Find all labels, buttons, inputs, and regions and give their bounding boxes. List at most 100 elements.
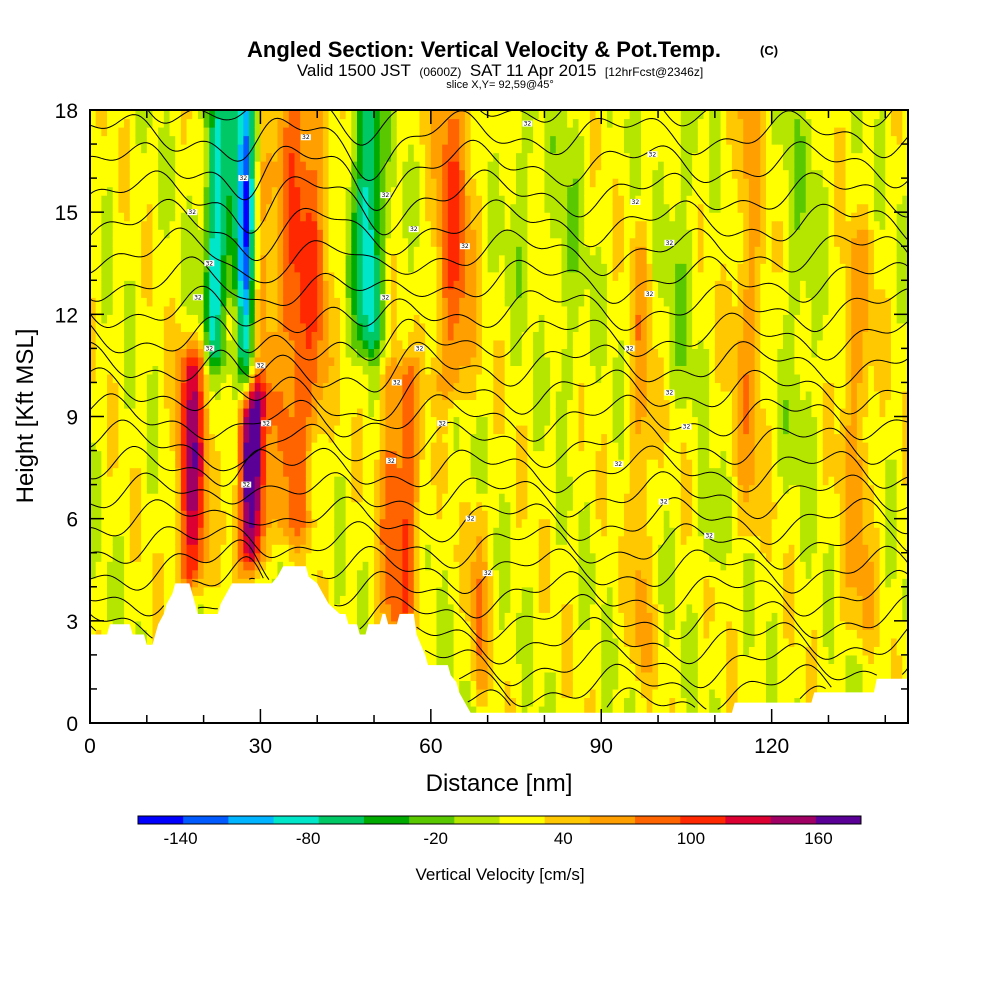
velocity-cell	[470, 544, 477, 554]
velocity-cell	[345, 578, 352, 588]
velocity-cell	[249, 365, 256, 375]
velocity-cell	[362, 254, 369, 264]
velocity-cell	[152, 561, 159, 571]
velocity-cell	[334, 339, 341, 349]
velocity-cell	[391, 297, 398, 307]
velocity-cell	[277, 425, 284, 435]
velocity-cell	[232, 288, 239, 298]
velocity-cell	[146, 212, 154, 222]
velocity-cell	[118, 254, 125, 264]
velocity-cell	[442, 603, 449, 613]
velocity-cell	[220, 135, 227, 145]
velocity-cell	[141, 246, 148, 256]
velocity-cell	[214, 161, 222, 171]
velocity-cell	[107, 407, 114, 418]
velocity-cell	[90, 569, 97, 579]
velocity-cell	[249, 331, 256, 341]
velocity-cell	[436, 297, 443, 307]
velocity-cell	[192, 297, 199, 307]
velocity-cell	[249, 390, 256, 401]
velocity-cell	[322, 476, 330, 486]
velocity-cell	[90, 186, 97, 196]
velocity-cell	[408, 535, 415, 545]
velocity-cell	[214, 373, 222, 384]
velocity-cell	[243, 288, 250, 298]
velocity-cell	[345, 254, 352, 264]
velocity-cell	[470, 459, 477, 469]
velocity-cell	[345, 416, 352, 426]
velocity-cell	[214, 595, 222, 605]
velocity-cell	[300, 535, 307, 545]
velocity-cell	[385, 195, 392, 205]
velocity-cell	[362, 544, 369, 554]
velocity-cell	[362, 450, 369, 460]
velocity-cell	[442, 229, 449, 239]
velocity-cell	[135, 544, 142, 554]
velocity-cell	[90, 127, 97, 137]
velocity-cell	[192, 552, 199, 562]
velocity-cell	[476, 637, 483, 647]
velocity-cell	[453, 518, 460, 528]
velocity-cell	[368, 399, 375, 409]
velocity-cell	[146, 178, 154, 188]
velocity-cell	[197, 254, 205, 264]
velocity-cell	[90, 390, 97, 401]
velocity-cell	[283, 476, 290, 486]
velocity-cell	[129, 425, 137, 435]
velocity-cell	[146, 518, 154, 528]
velocity-cell	[374, 297, 381, 307]
velocity-cell	[470, 425, 477, 435]
velocity-cell	[442, 552, 449, 562]
velocity-cell	[385, 365, 392, 375]
velocity-cell	[385, 390, 392, 401]
velocity-cell	[402, 416, 409, 426]
velocity-cell	[135, 229, 142, 239]
velocity-cell	[283, 544, 290, 554]
velocity-cell	[470, 348, 477, 358]
velocity-cell	[328, 212, 335, 222]
velocity-cell	[277, 493, 284, 503]
velocity-cell	[464, 501, 472, 511]
velocity-cell	[459, 459, 466, 469]
velocity-cell	[112, 425, 119, 435]
velocity-cell	[419, 280, 426, 290]
velocity-cell	[129, 365, 137, 375]
velocity-cell	[368, 493, 375, 503]
velocity-cell	[447, 407, 455, 418]
velocity-cell	[163, 476, 171, 486]
velocity-cell	[317, 331, 324, 341]
velocity-cell	[95, 348, 102, 358]
velocity-cell	[362, 110, 369, 120]
velocity-cell	[328, 314, 335, 324]
velocity-cell	[402, 569, 409, 579]
velocity-cell	[118, 263, 125, 273]
velocity-cell	[175, 127, 182, 137]
velocity-cell	[459, 135, 466, 145]
velocity-cell	[180, 493, 188, 503]
velocity-cell	[214, 586, 222, 596]
velocity-cell	[169, 127, 176, 137]
velocity-cell	[419, 629, 426, 639]
velocity-cell	[175, 561, 182, 571]
velocity-cell	[425, 135, 432, 145]
velocity-cell	[413, 118, 421, 128]
velocity-cell	[317, 237, 324, 247]
velocity-cell	[356, 229, 364, 239]
velocity-cell	[209, 442, 216, 452]
velocity-cell	[141, 390, 148, 401]
velocity-cell	[169, 390, 176, 401]
velocity-cell	[464, 416, 472, 426]
velocity-cell	[464, 442, 472, 452]
velocity-cell	[186, 135, 193, 145]
velocity-cell	[192, 476, 199, 486]
velocity-cell	[464, 365, 472, 375]
velocity-cell	[436, 373, 443, 384]
velocity-cell	[101, 416, 108, 426]
velocity-cell	[135, 425, 142, 435]
velocity-cell	[294, 416, 301, 426]
velocity-cell	[226, 305, 233, 315]
velocity-cell	[220, 407, 227, 418]
velocity-cell	[430, 493, 438, 503]
velocity-cell	[107, 459, 114, 469]
velocity-cell	[277, 144, 284, 154]
